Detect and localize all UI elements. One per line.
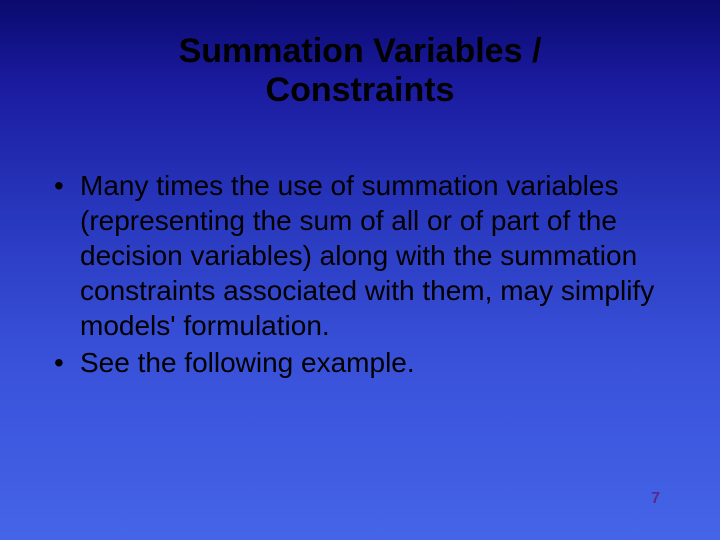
bullet-text: See the following example. — [80, 345, 676, 380]
bullet-item: • See the following example. — [54, 345, 676, 380]
bullet-item: • Many times the use of summation variab… — [54, 168, 676, 343]
page-number: 7 — [651, 490, 660, 508]
slide-body: • Many times the use of summation variab… — [54, 168, 676, 382]
bullet-marker-icon: • — [54, 345, 80, 380]
title-line-2: Constraints — [0, 71, 720, 110]
bullet-marker-icon: • — [54, 168, 80, 203]
title-line-1: Summation Variables / — [0, 32, 720, 71]
slide-title: Summation Variables / Constraints — [0, 32, 720, 110]
slide: Summation Variables / Constraints • Many… — [0, 0, 720, 540]
bullet-text: Many times the use of summation variable… — [80, 168, 676, 343]
